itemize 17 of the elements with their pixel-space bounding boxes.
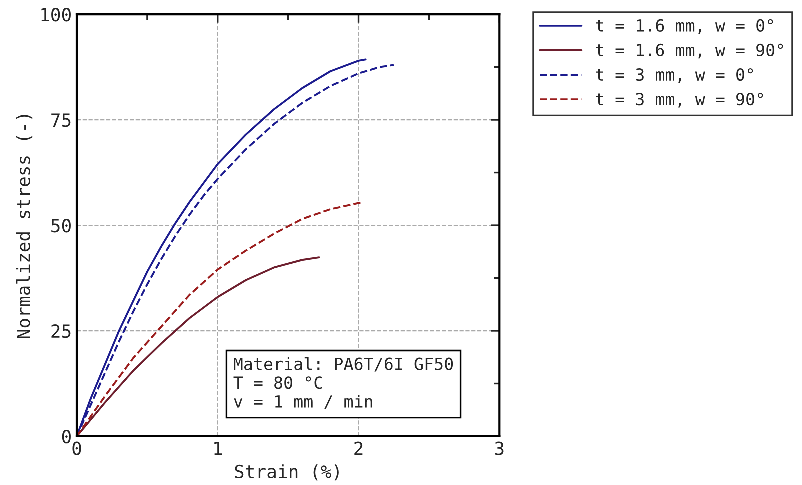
annotation: Material: PA6T/6I GF50 T = 80 °C v = 1 mm / min (234, 357, 454, 410)
y-tick-label: 75 (52, 114, 71, 128)
x-axis-title: Strain (%) (235, 464, 339, 481)
x-tick-label: 1 (214, 442, 222, 456)
line-series (76, 256, 320, 436)
x-tick-label: 0 (72, 442, 82, 456)
x-tick-label: 2 (354, 442, 363, 456)
y-tick-label: 50 (52, 219, 71, 233)
y-axis-title: Normalized stress (-) (16, 115, 33, 338)
y-tick-label: 25 (52, 324, 71, 338)
y-tick-label: 0 (62, 430, 71, 444)
legend-label: t = 1.6 mm, w = 0° (596, 19, 774, 34)
y-tick-label: 100 (42, 8, 71, 22)
legend-label: t = 3 mm, w = 0° (596, 68, 754, 84)
legend-label: t = 3 mm, w = 90° (596, 93, 764, 108)
x-tick-label: 3 (495, 442, 504, 456)
legend-label: t = 1.6 mm, w = 90° (596, 44, 784, 59)
